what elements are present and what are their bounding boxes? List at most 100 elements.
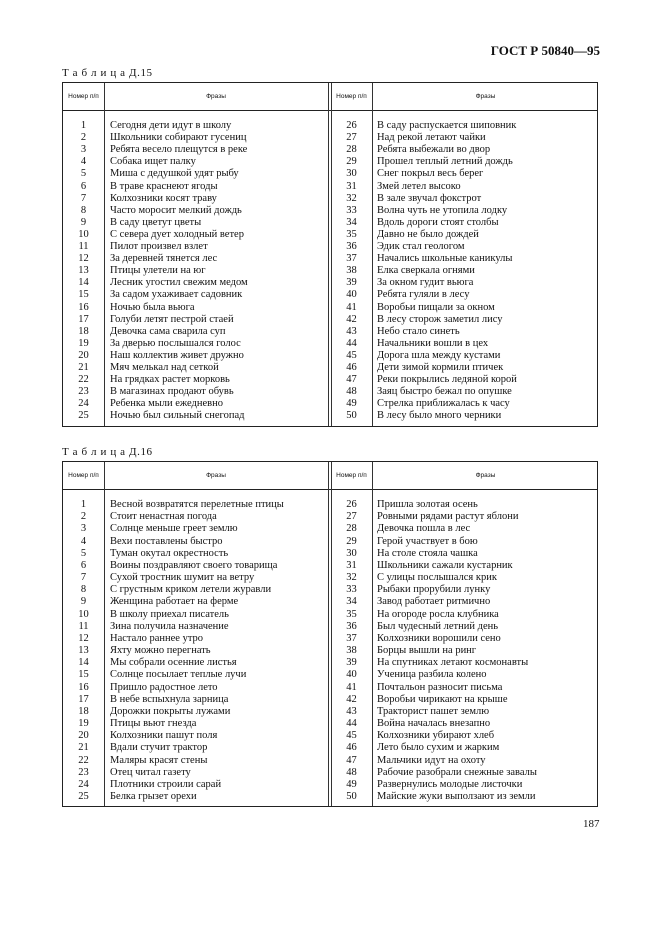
row-number: 34 — [346, 596, 357, 608]
table-row: 42 Воробьи чирикают на крыше — [63, 694, 597, 706]
row-number: 44 — [346, 337, 357, 349]
row-number: 28 — [346, 523, 357, 535]
row-phrase: Колхозники пашут поля — [110, 730, 218, 742]
row-number: 3 — [80, 523, 87, 535]
table-row: 49 Стрелка приближалась к часу — [63, 398, 597, 410]
row-phrase: Развернулись молодые листочки — [377, 778, 523, 790]
row-number: 37 — [346, 632, 357, 644]
row-phrase: Рабочие разобрали снежные завалы — [377, 766, 537, 778]
row-number: 13 — [78, 645, 89, 657]
table-row: 20 Колхозники пашут поля — [63, 730, 597, 742]
row-number: 12 — [78, 253, 89, 265]
row-number: 4 — [80, 535, 87, 547]
table-row: 43 Тракторист пашет землю — [63, 706, 597, 718]
row-phrase: Колхозники ворошили сено — [377, 632, 501, 644]
row-number: 40 — [346, 289, 357, 301]
table-row: 7 Колхозники косят траву — [63, 193, 597, 205]
row-number: 45 — [346, 730, 357, 742]
row-phrase: Воробьи пищали за окном — [377, 301, 495, 313]
row-phrase: Вехи поставлены быстро — [110, 535, 223, 547]
row-number: 8 — [80, 584, 87, 596]
row-number: 50 — [346, 791, 357, 803]
header-col-phrase: Фразы — [206, 92, 226, 100]
row-phrase: Лето было сухим и жарким — [377, 742, 500, 754]
table-row: 22 Маляры красят стены — [63, 755, 597, 767]
row-phrase: На огороде росла клубника — [377, 608, 499, 620]
row-number: 12 — [78, 632, 89, 644]
table-row: 15 За садом ухаживает садовник — [63, 289, 597, 301]
table-row: 22 На грядках растет морковь — [63, 374, 597, 386]
table-row: 38 Елка сверкала огнями — [63, 265, 597, 277]
table-row: 4 Собака ищет палку — [63, 156, 597, 168]
row-phrase: С грустным криком летели журавли — [110, 584, 272, 596]
row-number: 37 — [346, 253, 357, 265]
row-phrase: Эдик стал геологом — [377, 241, 465, 252]
row-phrase: Дети зимой кормили птичек — [377, 362, 504, 373]
table-row: 30 Снег покрыл весь берег — [63, 168, 597, 180]
row-number: 21 — [78, 362, 89, 373]
table-row: 2 Стоит ненастная погода — [63, 511, 597, 523]
row-number: 11 — [78, 620, 89, 632]
row-phrase: Миша с дедушкой удят рыбу — [110, 168, 239, 180]
table-row: 32 В зале звучал фокстрот — [63, 193, 597, 205]
row-number: 33 — [346, 204, 357, 216]
table-row: 39 За окном гудит вьюга — [63, 277, 597, 289]
table-d16: Номер п/п Фразы Номер п/п Фразы 1 Весной возв… — [62, 461, 598, 807]
row-phrase: Девочка пошла в лес — [377, 523, 471, 535]
row-phrase: В траве краснеют ягоды — [110, 180, 218, 192]
row-number: 10 — [78, 228, 89, 240]
row-phrase: Елка сверкала огнями — [377, 265, 475, 277]
table-row: 13 Яхту можно перегнать — [63, 645, 597, 657]
row-phrase: Женщина работает на ферме — [110, 596, 239, 608]
row-number: 1 — [80, 120, 87, 131]
row-number: 25 — [78, 791, 89, 803]
table-row: 4 Вехи поставлены быстро — [63, 536, 597, 548]
row-number: 35 — [346, 228, 357, 240]
row-number: 15 — [78, 289, 89, 301]
row-phrase: Голуби летят пестрой стаей — [110, 313, 234, 325]
row-phrase: Снег покрыл весь берег — [377, 168, 484, 180]
row-number: 2 — [80, 511, 87, 523]
row-phrase: Весной возвратятся перелетные птицы — [110, 499, 284, 510]
row-number: 39 — [346, 657, 357, 669]
row-phrase: Дорога шла между кустами — [377, 349, 501, 361]
table-row: 17 Голуби летят пестрой стаей — [63, 314, 597, 326]
table-row: 25 Ночью был сильный снегопад — [63, 410, 597, 422]
row-number: 18 — [78, 705, 89, 717]
row-number: 24 — [78, 778, 89, 790]
row-phrase: Был чудесный летний день — [377, 620, 499, 632]
table-d16-label: Т а б л и ц а Д.16 — [62, 446, 153, 458]
table-row: 21 Вдали стучит трактор — [63, 742, 597, 754]
row-phrase: Заяц быстро бежал по опушке — [377, 386, 512, 398]
table-row: 10 В школу приехал писатель — [63, 609, 597, 621]
row-phrase: Вдали стучит трактор — [110, 742, 208, 754]
row-phrase: Птицы улетели на юг — [110, 265, 206, 277]
row-phrase: За садом ухаживает садовник — [110, 289, 243, 301]
table-row: 10 С севера дует холодный ветер — [63, 229, 597, 241]
table-row: 31 Змей летел высоко — [63, 181, 597, 193]
table-row: 11 Пилот произвел взлет — [63, 241, 597, 253]
table-row: 18 Девочка сама сварила суп — [63, 326, 597, 338]
row-phrase: Школьники сажали кустарник — [377, 559, 513, 571]
table-row: 43 Небо стало синеть — [63, 326, 597, 338]
table-row: 35 Давно не было дождей — [63, 229, 597, 241]
table-row: 42 В лесу сторож заметил лису — [63, 314, 597, 326]
table-row: 41 Почтальон разносит письма — [63, 682, 597, 694]
row-number: 30 — [346, 168, 357, 180]
row-number: 15 — [78, 669, 89, 681]
row-number: 38 — [346, 265, 357, 277]
row-phrase: Белка грызет орехи — [110, 791, 197, 803]
row-number: 9 — [80, 216, 87, 228]
row-number: 19 — [78, 337, 89, 349]
row-phrase: Яхту можно перегнать — [110, 645, 211, 657]
row-number: 43 — [346, 325, 357, 337]
row-phrase: Над рекой летают чайки — [377, 132, 486, 144]
row-phrase: Дорожки покрыты лужами — [110, 705, 231, 717]
table-row: 20 Наш коллектив живет дружно — [63, 350, 597, 362]
row-phrase: Лесник угостил свежим медом — [110, 277, 248, 289]
table-row: 3 Ребята весело плещутся в реке — [63, 144, 597, 156]
table-row: 36 Был чудесный летний день — [63, 621, 597, 633]
column-divider — [372, 83, 373, 426]
table-row: 21 Мяч мелькал над сеткой — [63, 362, 597, 374]
table-row: 27 Ровными рядами растут яблони — [63, 511, 597, 523]
